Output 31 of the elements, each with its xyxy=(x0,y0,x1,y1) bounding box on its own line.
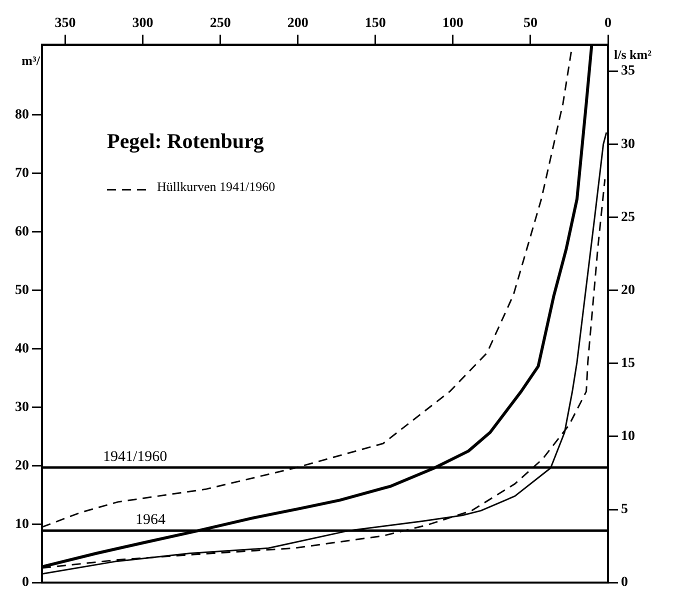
y2-tick-label: 20 xyxy=(621,282,635,298)
y2-axis-title: l/s km² xyxy=(614,46,652,62)
x-tick-label: 300 xyxy=(132,16,154,32)
y2-tick-label: 5 xyxy=(621,502,628,518)
y-tick-label: 40 xyxy=(15,341,29,356)
x-tick-label: 200 xyxy=(287,16,308,32)
y2-tick-label: 25 xyxy=(621,210,635,225)
x-tick-label: 0 xyxy=(604,16,612,32)
annotation: 1964 xyxy=(136,512,166,528)
y-tick-label: 70 xyxy=(15,166,29,182)
x-tick-label: 350 xyxy=(54,16,76,32)
y-tick-label: 30 xyxy=(15,400,29,415)
y2-tick-label: 10 xyxy=(621,429,635,444)
x-tick-label: 50 xyxy=(523,16,538,32)
y-tick-label: 0 xyxy=(22,575,29,590)
y2-tick-label: 0 xyxy=(621,575,628,590)
y2-tick-label: 35 xyxy=(621,64,635,79)
y-tick-label: 60 xyxy=(15,224,29,240)
legend-label: Hüllkurven 1941/1960 xyxy=(157,179,276,194)
y2-tick-label: 15 xyxy=(621,356,635,371)
y-tick-label: 50 xyxy=(15,282,29,298)
annotation: 1941/1960 xyxy=(102,448,168,465)
x-tick-label: 100 xyxy=(442,16,464,32)
x-tick-label: 250 xyxy=(210,16,231,32)
x-tick-label: 150 xyxy=(364,16,386,32)
y-tick-label: 20 xyxy=(15,458,29,474)
y-axis-title: m³/ xyxy=(22,52,40,68)
y2-tick-label: 30 xyxy=(621,136,635,152)
y-tick-label: 10 xyxy=(15,516,29,532)
y-tick-label: 80 xyxy=(15,108,29,123)
text: Pegel: Rotenburg xyxy=(107,128,264,153)
